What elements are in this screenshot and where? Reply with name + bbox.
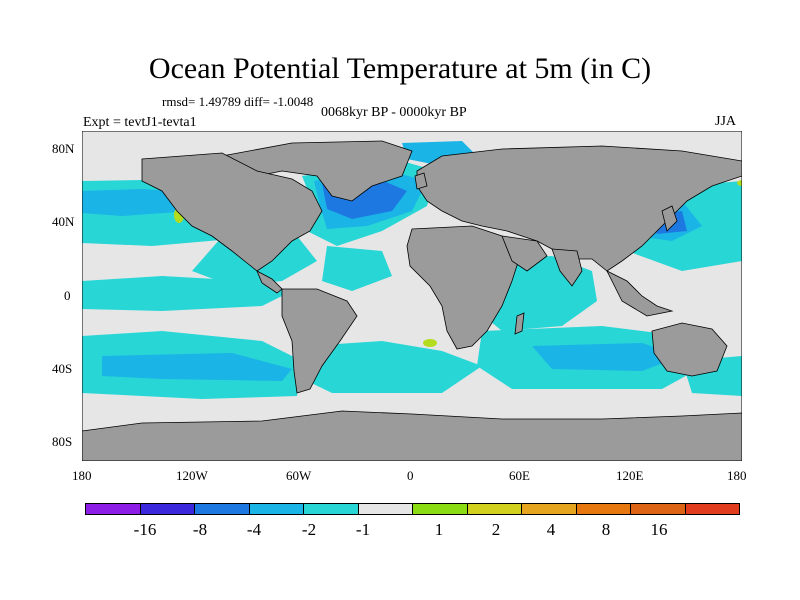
colorbar-label-1: 1	[434, 520, 444, 539]
lat-label-80s: 80S	[52, 434, 73, 449]
colorbar-label-m8: -8	[192, 520, 208, 539]
colorbar-bin	[576, 504, 631, 514]
colorbar-label-m16: -16	[133, 520, 157, 539]
lon-label-0: 0	[407, 468, 414, 483]
lat-label-80n: 80N	[52, 141, 75, 156]
world-map	[82, 131, 742, 461]
map-title: Ocean Potential Temperature at 5m (in C)	[148, 52, 652, 85]
lon-label-120e: 120E	[616, 468, 644, 483]
lon-label-180w: 180	[72, 468, 92, 483]
colorbar-bin	[631, 504, 686, 514]
colorbar-label-m4: -4	[246, 520, 262, 539]
lon-label-120w: 120W	[176, 468, 208, 483]
colorbar-bin	[249, 504, 304, 514]
colorbar-label-m1: -1	[355, 520, 371, 539]
colorbar-label-2: 2	[491, 520, 501, 539]
lon-label-180e: 180	[727, 468, 747, 483]
experiment-text: Expt = tevtJ1-tevta1	[83, 115, 197, 130]
colorbar-bin	[86, 504, 141, 514]
colorbar-label-m2: -2	[301, 520, 317, 539]
colorbar-bin	[413, 504, 468, 514]
season-text: JJA	[715, 114, 737, 129]
colorbar-bin	[195, 504, 250, 514]
colorbar-label-8: 8	[601, 520, 611, 539]
colorbar-bin	[685, 504, 739, 514]
lon-label-60w: 60W	[286, 468, 312, 483]
stats-text: rmsd= 1.49789 diff= -1.0048	[162, 94, 314, 109]
period-text: 0068kyr BP - 0000kyr BP	[321, 105, 467, 120]
colorbar-bin	[467, 504, 522, 514]
lon-label-60e: 60E	[509, 468, 530, 483]
colorbar-bin	[140, 504, 195, 514]
colorbar-label-16: 16	[650, 520, 668, 539]
colorbar-bin	[522, 504, 577, 514]
colorbar	[85, 503, 740, 515]
colorbar-bin	[358, 504, 413, 514]
lat-label-40n: 40N	[52, 214, 75, 229]
colorbar-bin	[304, 504, 359, 514]
land-layer	[82, 140, 742, 461]
lat-label-40s: 40S	[52, 361, 73, 376]
colorbar-label-4: 4	[546, 520, 556, 539]
lat-label-0: 0	[64, 288, 71, 303]
